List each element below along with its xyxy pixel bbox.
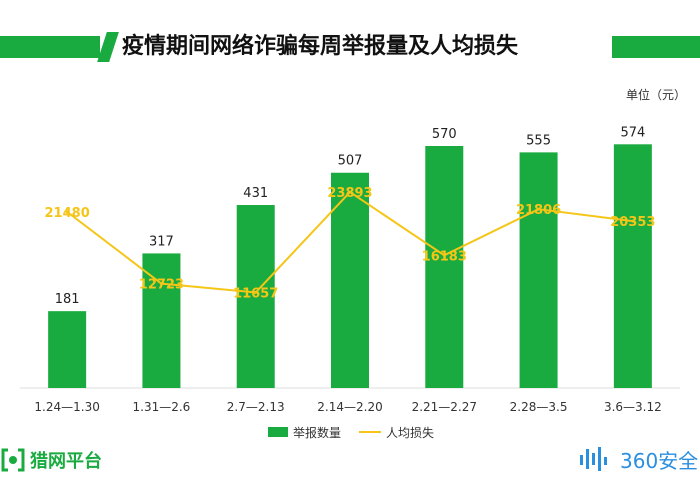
- bar-5: [519, 152, 558, 388]
- labels-layer: 181 1.24—1.30 317 1.31—2.6 431 2.7—2.13 507 2.1…: [34, 125, 661, 414]
- bar-2: [236, 205, 275, 388]
- line-value-label-1: 12723: [139, 278, 184, 293]
- legend-item-bar: 举报数量: [268, 424, 341, 441]
- line-point-2: [254, 290, 258, 294]
- brand-left-text: 猎网平台: [30, 451, 102, 472]
- bar-3: [331, 172, 369, 388]
- bar-value-label-0: 181: [55, 292, 80, 307]
- x-tick-label-2: 2.7—2.13: [227, 400, 285, 414]
- bar-value-label-3: 507: [338, 154, 363, 169]
- title-accent-bar-right: [612, 36, 700, 58]
- x-tick-label-1: 1.31—2.6: [133, 400, 191, 414]
- legend-label-line: 人均损失: [386, 425, 435, 440]
- legend-swatch-line: [359, 431, 382, 433]
- line-value-label-6: 20353: [610, 215, 655, 230]
- bar-value-label-4: 570: [432, 127, 457, 142]
- line-point-5: [537, 207, 541, 211]
- bars-layer: [20, 144, 680, 389]
- line-value-label-5: 21806: [516, 203, 561, 218]
- bracket-logo-icon: [1, 448, 25, 472]
- bar-4: [425, 146, 464, 388]
- bar-1: [142, 253, 181, 388]
- brand-logo-left: 猎网平台: [0, 446, 102, 474]
- x-tick-label-3: 2.14—2.20: [317, 400, 382, 414]
- x-tick-label-6: 3.6—3.12: [604, 400, 662, 414]
- legend-label-bar: 举报数量: [293, 425, 342, 440]
- line-point-0: [65, 210, 69, 214]
- signal-bars-icon: [580, 447, 607, 471]
- unit-label: 单位（元）: [626, 88, 687, 102]
- bar-value-label-5: 555: [526, 133, 551, 148]
- line-value-label-0: 21480: [45, 206, 90, 221]
- chart-title: 疫情期间网络诈骗每周举报量及人均损失: [122, 34, 519, 59]
- brand-right-text: 360安全: [620, 448, 699, 473]
- line-value-label-2: 11657: [233, 286, 278, 301]
- line-point-6: [631, 219, 635, 223]
- line-layer: [65, 190, 635, 294]
- legend: 举报数量 人均损失: [268, 423, 452, 441]
- bar-6: [613, 144, 652, 388]
- line-point-1: [159, 282, 163, 286]
- line-point-3: [348, 190, 352, 194]
- bar-value-label-2: 431: [243, 186, 268, 201]
- x-tick-label-4: 2.21—2.27: [412, 400, 477, 414]
- bar-value-label-1: 317: [149, 234, 174, 249]
- line-value-label-3: 23893: [327, 186, 372, 201]
- bar-value-label-6: 574: [620, 125, 645, 140]
- x-tick-label-5: 2.28—3.5: [510, 400, 568, 414]
- legend-item-line: 人均损失: [359, 424, 434, 441]
- title-accent-bar-left: [0, 36, 100, 58]
- line-point-4: [442, 253, 446, 257]
- brand-logo-right: 360安全: [578, 443, 700, 475]
- legend-swatch-bar: [268, 427, 288, 437]
- bar-0: [48, 311, 87, 388]
- x-tick-label-0: 1.24—1.30: [34, 400, 99, 414]
- line-value-label-4: 16183: [422, 249, 467, 264]
